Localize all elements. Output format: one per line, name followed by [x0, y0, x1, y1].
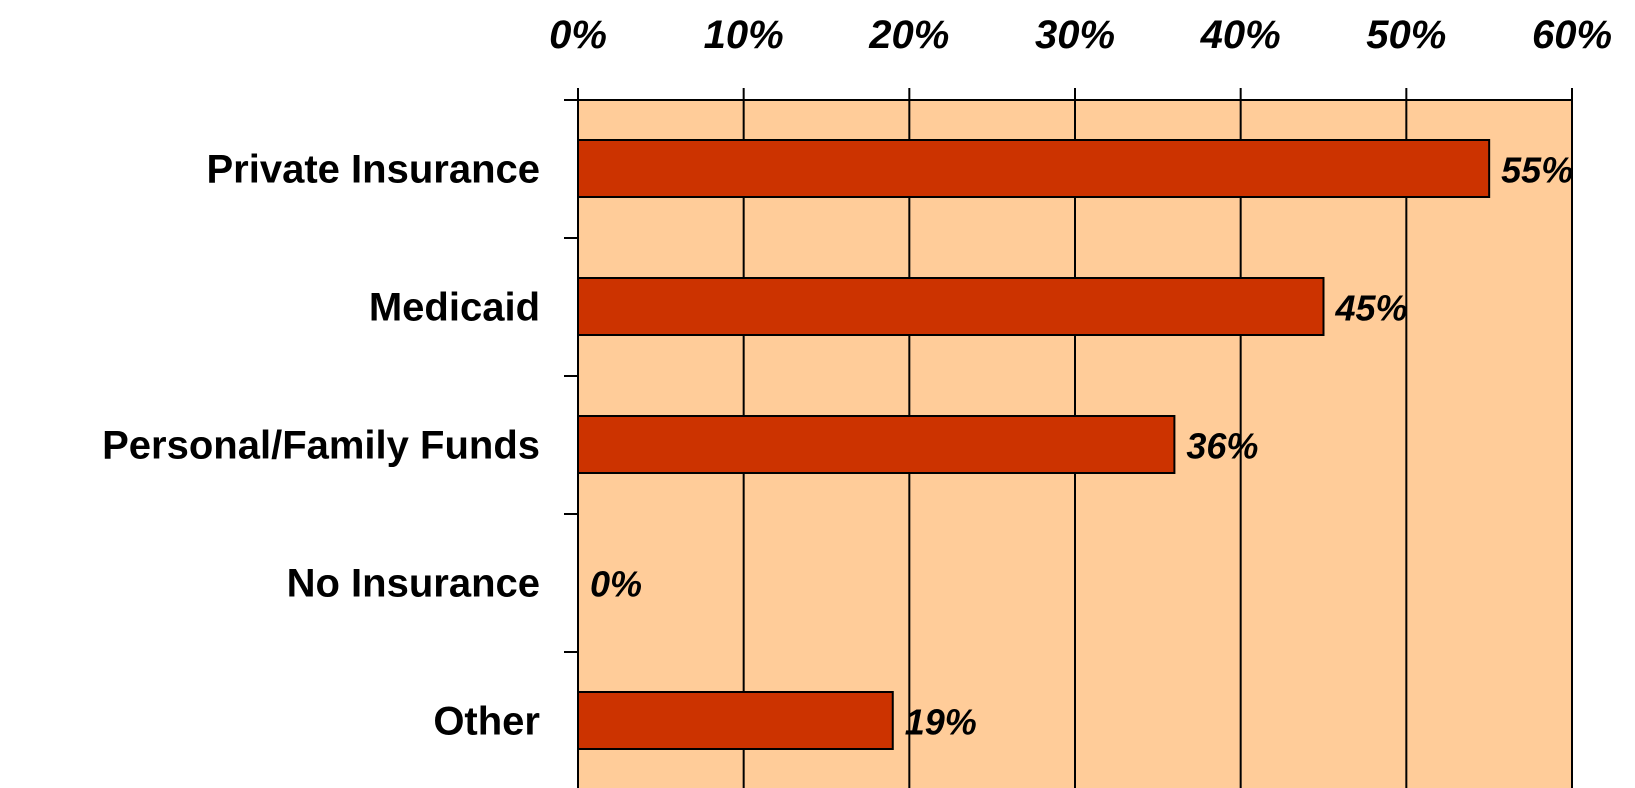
- x-tick-label: 0%: [549, 13, 607, 57]
- data-label: 36%: [1186, 426, 1258, 467]
- category-label: No Insurance: [287, 562, 540, 606]
- data-label: 0%: [590, 564, 642, 605]
- x-tick-label: 20%: [868, 13, 949, 57]
- bar: [577, 139, 1491, 198]
- bars: [577, 139, 1491, 750]
- category-label: Other: [433, 700, 540, 744]
- bar: [577, 277, 1325, 336]
- data-label: 19%: [905, 702, 977, 743]
- x-tick-label: 60%: [1532, 13, 1612, 57]
- x-tick-label: 30%: [1035, 13, 1115, 57]
- bar: [577, 691, 894, 750]
- data-label: 55%: [1501, 150, 1573, 191]
- data-labels: 55% 45% 36% 0% 19%: [590, 150, 1573, 743]
- category-labels: Private Insurance Medicaid Personal/Family…: [102, 148, 540, 744]
- category-label: Private Insurance: [207, 148, 541, 192]
- x-tick-label: 10%: [704, 13, 784, 57]
- data-label: 45%: [1335, 288, 1408, 329]
- category-label: Medicaid: [369, 286, 540, 330]
- x-tick-label: 40%: [1200, 13, 1281, 57]
- x-tick-label: 50%: [1366, 13, 1446, 57]
- category-label: Personal/Family Funds: [102, 424, 540, 468]
- x-axis-ticks: 0% 10% 20% 30% 40% 50% 60%: [549, 13, 1612, 100]
- bar: [577, 415, 1176, 474]
